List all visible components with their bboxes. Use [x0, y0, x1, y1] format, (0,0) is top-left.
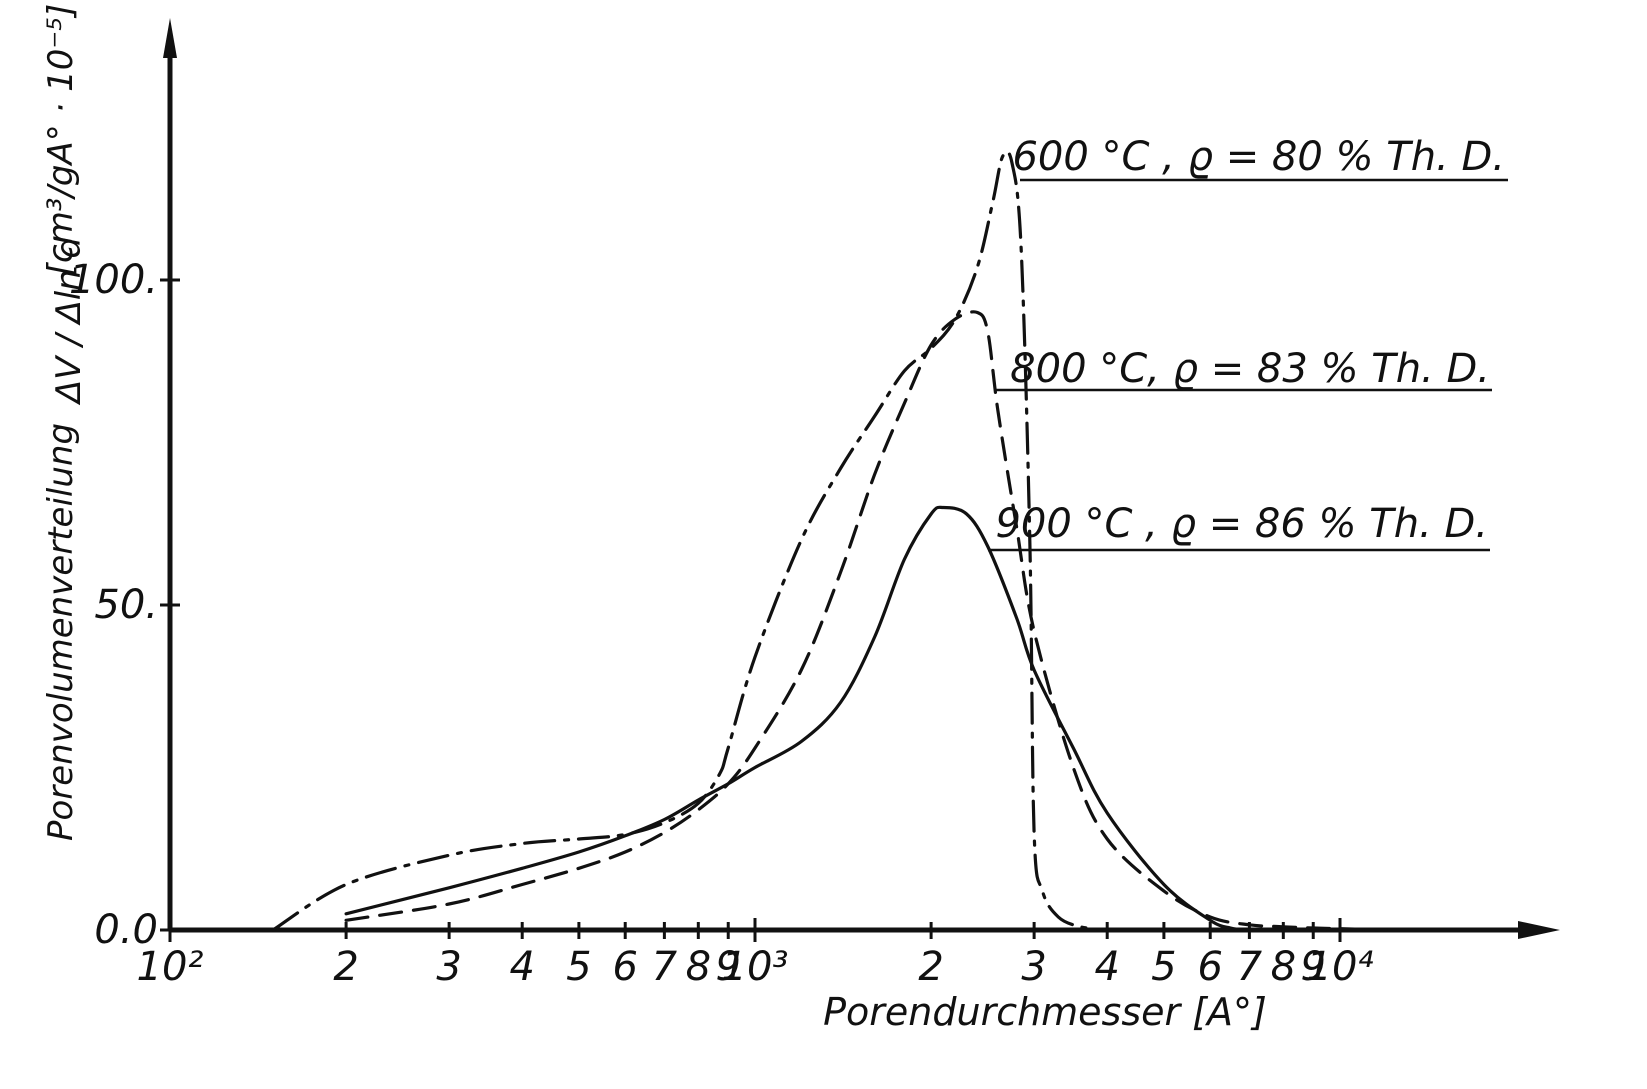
y-tick-label-2: 100. — [69, 257, 158, 303]
x-tick-label-6: 7 — [652, 944, 678, 990]
legend-label-1: 800 °C, ϱ = 83 % Th. D. — [1010, 346, 1490, 392]
y-axis-symbol: ΔV / Δln d — [49, 236, 89, 406]
x-tick-label-0: 10² — [137, 944, 204, 990]
x-tick-label-11: 3 — [1021, 944, 1046, 990]
y-axis-arrow — [163, 18, 177, 58]
legend-label-2: 900 °C , ϱ = 86 % Th. D. — [995, 501, 1488, 547]
x-tick-label-10: 2 — [918, 944, 943, 990]
curve-dashed — [344, 310, 1388, 932]
y-ticks: 0.0 50. 100. — [69, 257, 180, 953]
legend: 600 °C , ϱ = 80 % Th. D. 800 °C, ϱ = 83 %… — [988, 134, 1508, 552]
x-tick-label-2: 3 — [436, 944, 461, 990]
x-axis-title: Porendurchmesser [A°] — [823, 990, 1267, 1034]
y-axis-units: [cm³/gA° · 10⁻⁵] — [41, 4, 81, 277]
y-tick-label-0: 0.0 — [94, 907, 158, 953]
x-tick-label-5: 6 — [612, 944, 637, 990]
legend-label-0: 600 °C , ϱ = 80 % Th. D. — [1012, 134, 1505, 180]
curve-dash-dot — [271, 150, 1109, 932]
x-axis-arrow — [1518, 921, 1560, 939]
curves — [271, 150, 1388, 932]
y-tick-label-1: 50. — [94, 582, 158, 628]
x-tick-label-15: 7 — [1237, 944, 1263, 990]
curve-solid — [344, 505, 1251, 932]
x-tick-label-13: 5 — [1151, 944, 1176, 990]
x-tick-label-18: 10⁴ — [1307, 944, 1374, 990]
x-tick-label-9: 10³ — [722, 944, 789, 990]
y-axis-title: Porenvolumenverteilung — [41, 423, 81, 841]
x-tick-label-7: 8 — [686, 944, 711, 990]
x-tick-label-17: 9 — [1301, 944, 1326, 990]
axes — [163, 18, 1560, 939]
x-tick-label-8: 9 — [716, 944, 741, 990]
x-tick-label-12: 4 — [1094, 944, 1119, 990]
x-tick-label-16: 8 — [1271, 944, 1296, 990]
x-tick-label-3: 4 — [509, 944, 534, 990]
x-tick-label-14: 6 — [1197, 944, 1222, 990]
x-tick-label-1: 2 — [333, 944, 358, 990]
y-axis-title-group: Porenvolumenverteilung ΔV / Δln d [cm³/g… — [41, 4, 89, 841]
x-tick-label-4: 5 — [566, 944, 591, 990]
